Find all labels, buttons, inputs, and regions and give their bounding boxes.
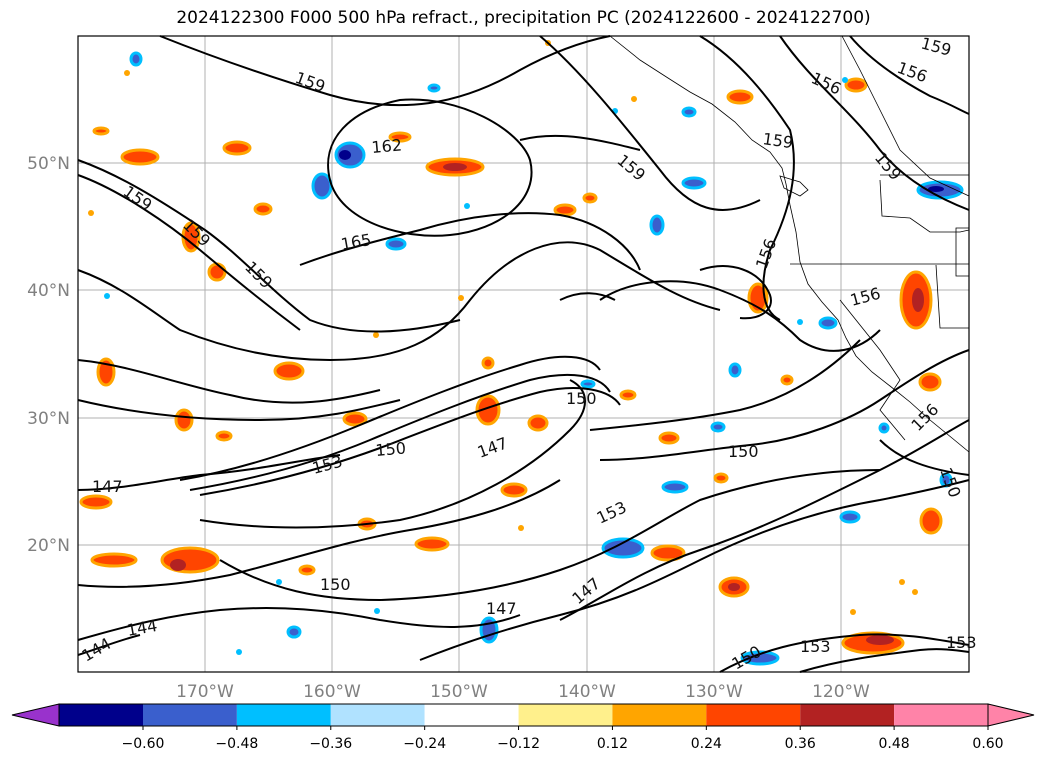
contour-label: 147 (92, 477, 123, 496)
longitude-labels: 170°W 160°W 150°W 140°W 130°W 120°W (176, 682, 870, 702)
colorbar-tick-label: 0.48 (879, 736, 910, 752)
contour-label: 153 (946, 633, 977, 652)
latitude-labels: 50°N 40°N 30°N 20°N (27, 154, 70, 556)
colorbar-tick-label: −0.24 (403, 736, 446, 752)
colorbar-frame (58, 703, 989, 727)
contour-label: 150 (375, 438, 407, 460)
lat-label-20n: 20°N (27, 536, 70, 556)
colorbar-tick-label: −0.12 (497, 736, 540, 752)
lon-label-130w: 130°W (685, 682, 743, 702)
colorbar-bin (143, 704, 237, 726)
contour-label: 159 (761, 129, 794, 152)
contour-label: 162 (371, 135, 403, 157)
contour-label: 150 (320, 575, 351, 594)
colorbar-bin (330, 704, 425, 726)
colorbar-bin (518, 704, 613, 726)
colorbar-tick-label: −0.36 (309, 736, 352, 752)
lon-label-120w: 120°W (812, 682, 870, 702)
colorbar-tick-label: −0.48 (215, 736, 258, 752)
colorbar-bin (894, 704, 988, 726)
colorbar-over-arrow (987, 703, 1035, 727)
refractivity-contours (77, 35, 970, 673)
precip-fill (79, 40, 964, 666)
contour-label: 150 (728, 442, 759, 461)
colorbar-tick-label: 0.36 (785, 736, 816, 752)
colorbar-bin (59, 704, 143, 726)
lon-label-140w: 140°W (558, 682, 616, 702)
colorbar: −0.60 −0.48 −0.36 −0.24 −0.12 0.12 0.24 0.36 0.4… (11, 703, 1035, 752)
colorbar-bin (800, 704, 895, 726)
colorbar-tick-label: 0.12 (597, 736, 628, 752)
colorbar-under-arrow (11, 703, 60, 727)
colorbar-bin (706, 704, 801, 726)
lon-label-160w: 160°W (303, 682, 361, 702)
contour-label: 147 (486, 599, 517, 618)
colorbar-bin (236, 704, 331, 726)
map-frame (77, 35, 970, 673)
coastlines (609, 35, 970, 453)
contour-label: 153 (800, 637, 831, 656)
colorbar-tick-label: 0.24 (691, 736, 722, 752)
map-plot-area: 159 156 156 159 162 159 159 165 159 159 … (77, 34, 977, 673)
colorbar-bin (424, 704, 519, 726)
contour-label: 150 (566, 389, 597, 408)
lat-label-30n: 30°N (27, 409, 70, 429)
lon-label-170w: 170°W (176, 682, 234, 702)
map-title: 2024122300 F000 500 hPa refract., precip… (176, 8, 871, 28)
lat-label-40n: 40°N (27, 281, 70, 301)
lon-label-150w: 150°W (430, 682, 488, 702)
colorbar-tick-label: 0.60 (972, 736, 1003, 752)
lat-label-50n: 50°N (27, 154, 70, 174)
graticule (78, 36, 969, 672)
colorbar-tick-label: −0.60 (122, 736, 165, 752)
colorbar-bin (612, 704, 707, 726)
